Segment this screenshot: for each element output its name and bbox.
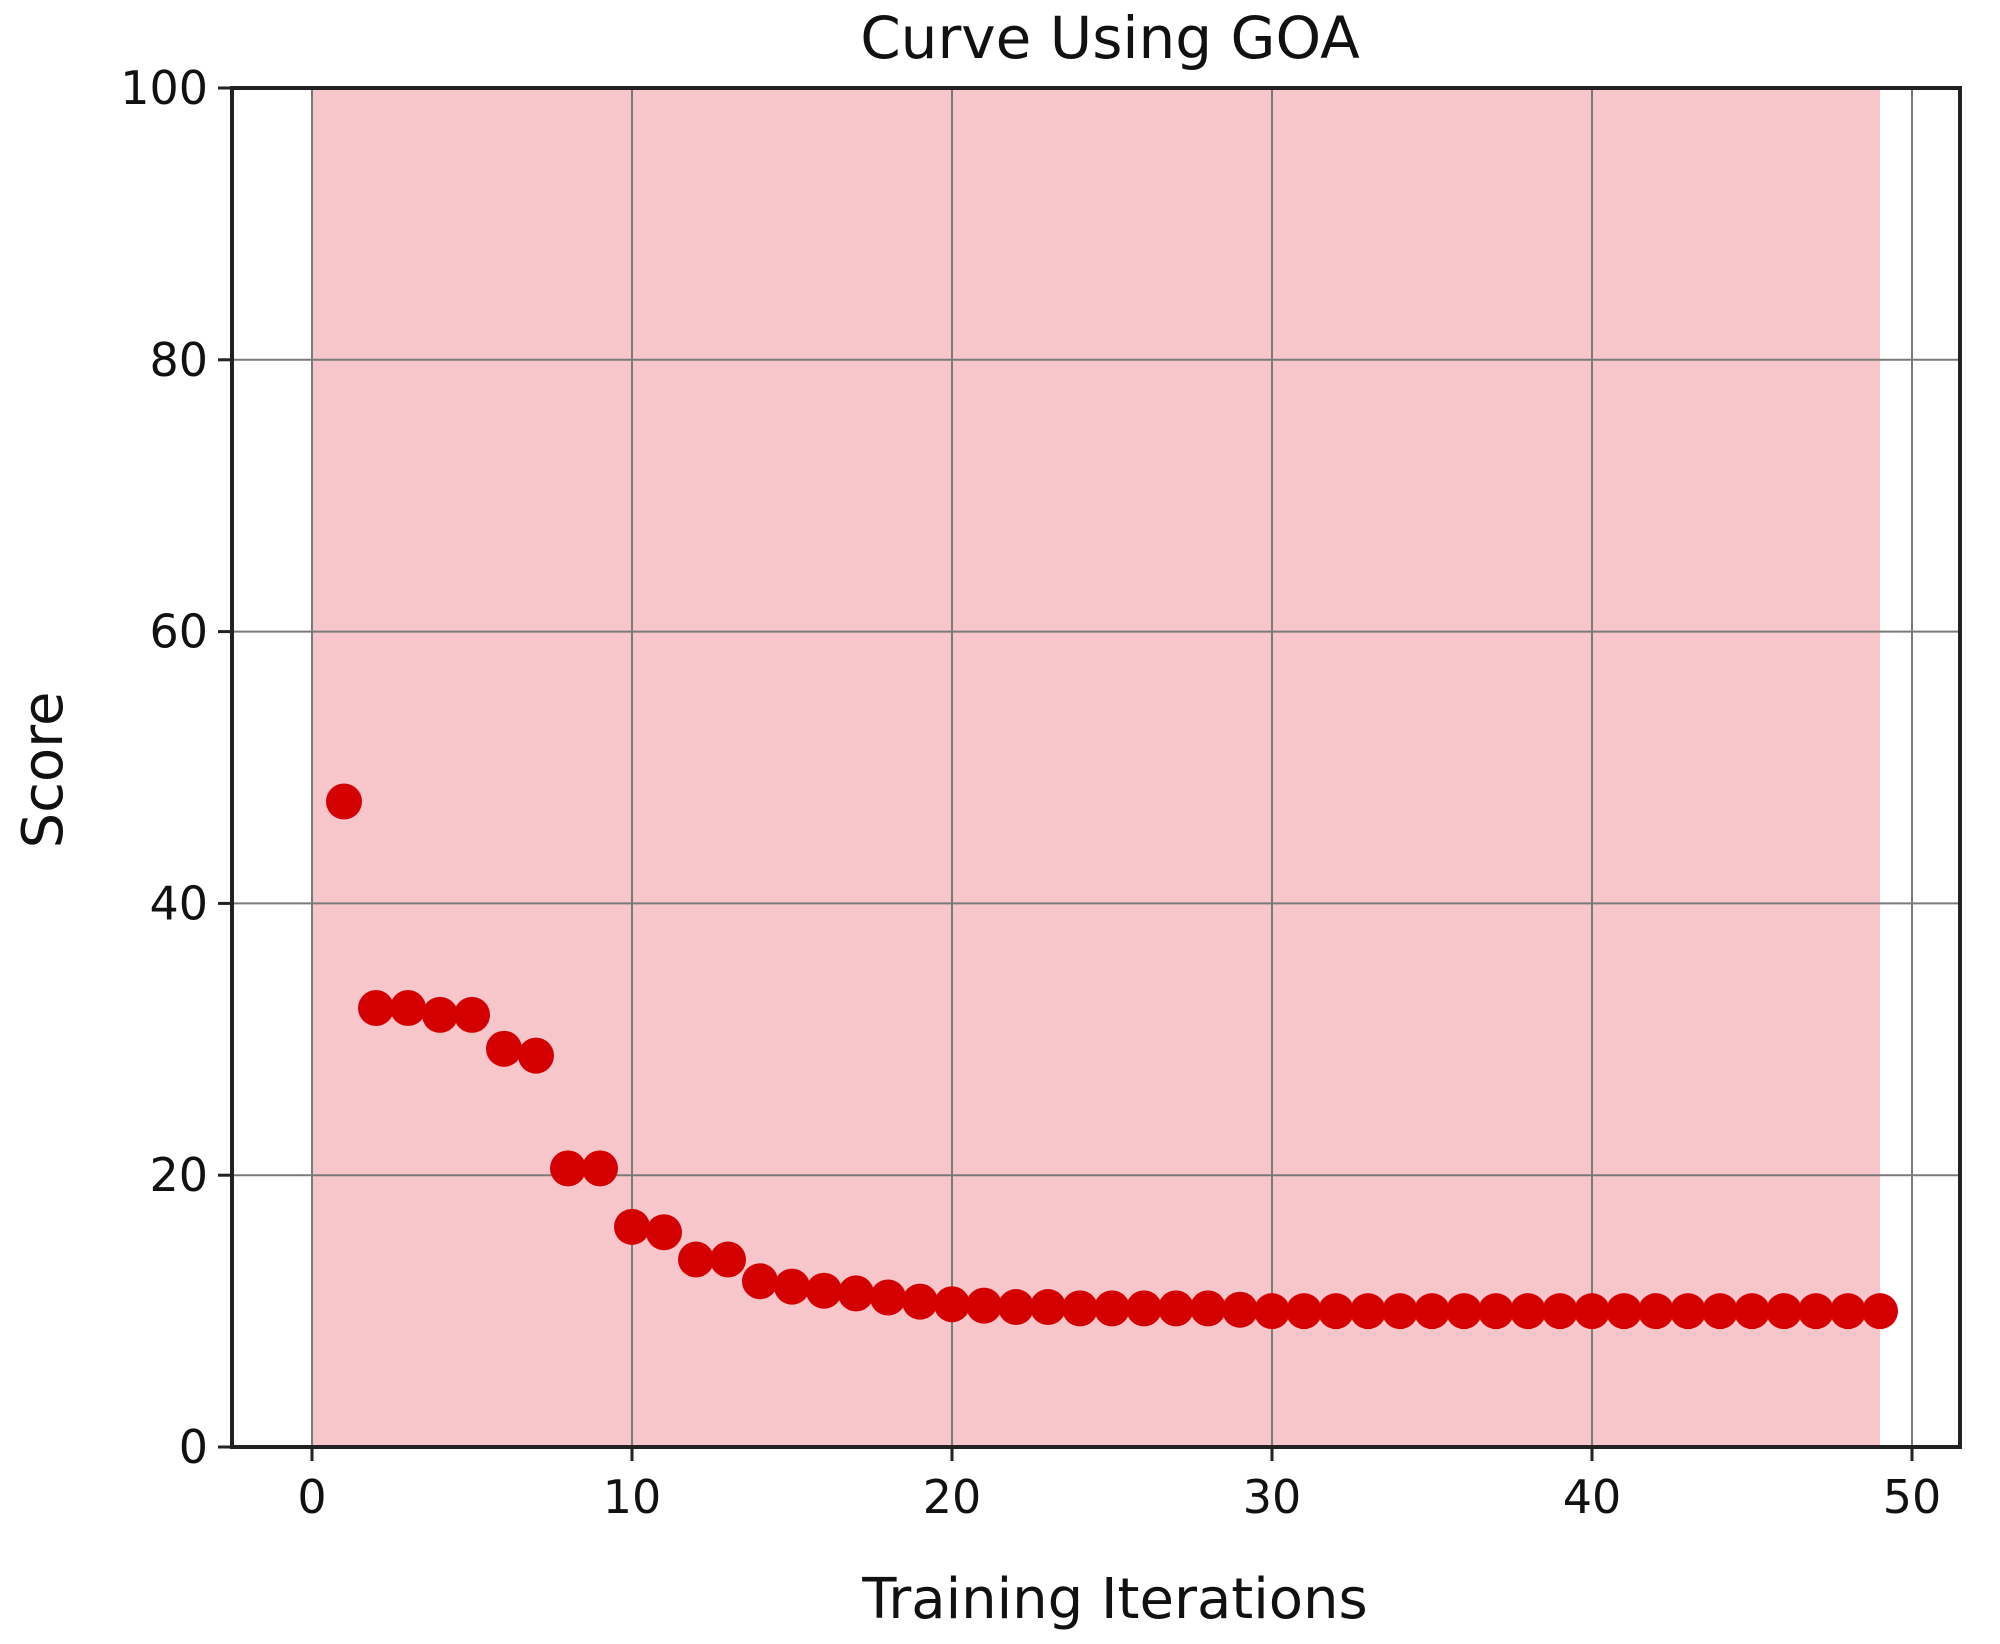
data-point — [710, 1241, 746, 1278]
data-point — [1830, 1293, 1866, 1330]
data-point — [326, 783, 362, 820]
chart-title: Curve Using GOA — [860, 4, 1360, 72]
data-point — [1254, 1293, 1290, 1330]
data-point — [1446, 1293, 1482, 1330]
data-point — [806, 1272, 842, 1309]
data-point — [934, 1286, 970, 1323]
x-tick-label: 50 — [1883, 1470, 1942, 1524]
data-point — [1542, 1293, 1578, 1330]
data-point — [1574, 1293, 1610, 1330]
y-tick-label: 20 — [149, 1148, 208, 1202]
data-point — [1702, 1293, 1738, 1330]
y-axis-label: Score — [11, 692, 76, 849]
data-point — [1350, 1293, 1386, 1330]
data-point — [1734, 1293, 1770, 1330]
data-point — [774, 1268, 810, 1305]
data-point — [1606, 1293, 1642, 1330]
data-point — [1638, 1293, 1674, 1330]
data-point — [1062, 1290, 1098, 1327]
data-point — [1862, 1293, 1898, 1330]
data-point — [1478, 1293, 1514, 1330]
data-point — [1510, 1293, 1546, 1330]
data-point — [742, 1263, 778, 1300]
data-point — [646, 1214, 682, 1251]
data-point — [1414, 1293, 1450, 1330]
x-axis-label: Training Iterations — [861, 1567, 1367, 1632]
y-tick-label: 100 — [120, 61, 208, 115]
data-point — [614, 1208, 650, 1245]
data-point — [1094, 1290, 1130, 1327]
y-tick-label: 0 — [179, 1420, 208, 1474]
data-point — [454, 996, 490, 1033]
data-point — [998, 1289, 1034, 1326]
data-point — [1670, 1293, 1706, 1330]
data-point — [1158, 1290, 1194, 1327]
data-point — [1190, 1290, 1226, 1327]
data-point — [582, 1150, 618, 1187]
shaded-region — [312, 88, 1880, 1447]
data-point — [390, 990, 426, 1027]
data-point — [838, 1275, 874, 1312]
data-point — [902, 1283, 938, 1320]
y-tick-label: 60 — [149, 605, 208, 659]
data-point — [1382, 1293, 1418, 1330]
data-point — [422, 996, 458, 1033]
plot-frame — [230, 86, 1962, 1449]
x-tick-label: 40 — [1563, 1470, 1622, 1524]
x-tick-label: 10 — [603, 1470, 662, 1524]
data-point — [1222, 1291, 1258, 1328]
data-point — [358, 990, 394, 1027]
data-point — [966, 1287, 1002, 1324]
data-point — [1798, 1293, 1834, 1330]
data-point — [486, 1030, 522, 1067]
data-point — [550, 1150, 586, 1187]
data-point — [1286, 1293, 1322, 1330]
data-point — [678, 1241, 714, 1278]
data-point — [518, 1037, 554, 1074]
x-tick-label: 20 — [923, 1470, 982, 1524]
y-tick-label: 80 — [149, 333, 208, 387]
data-point — [1030, 1289, 1066, 1326]
data-point — [1126, 1290, 1162, 1327]
x-tick-label: 30 — [1243, 1470, 1302, 1524]
y-tick-label: 40 — [149, 876, 208, 930]
data-point — [1318, 1293, 1354, 1330]
data-point — [1766, 1293, 1802, 1330]
data-point — [870, 1279, 906, 1316]
plot-area: 0 10 20 30 40 50 0 20 40 60 80 100 — [120, 61, 1962, 1524]
x-tick-label: 0 — [297, 1470, 326, 1524]
